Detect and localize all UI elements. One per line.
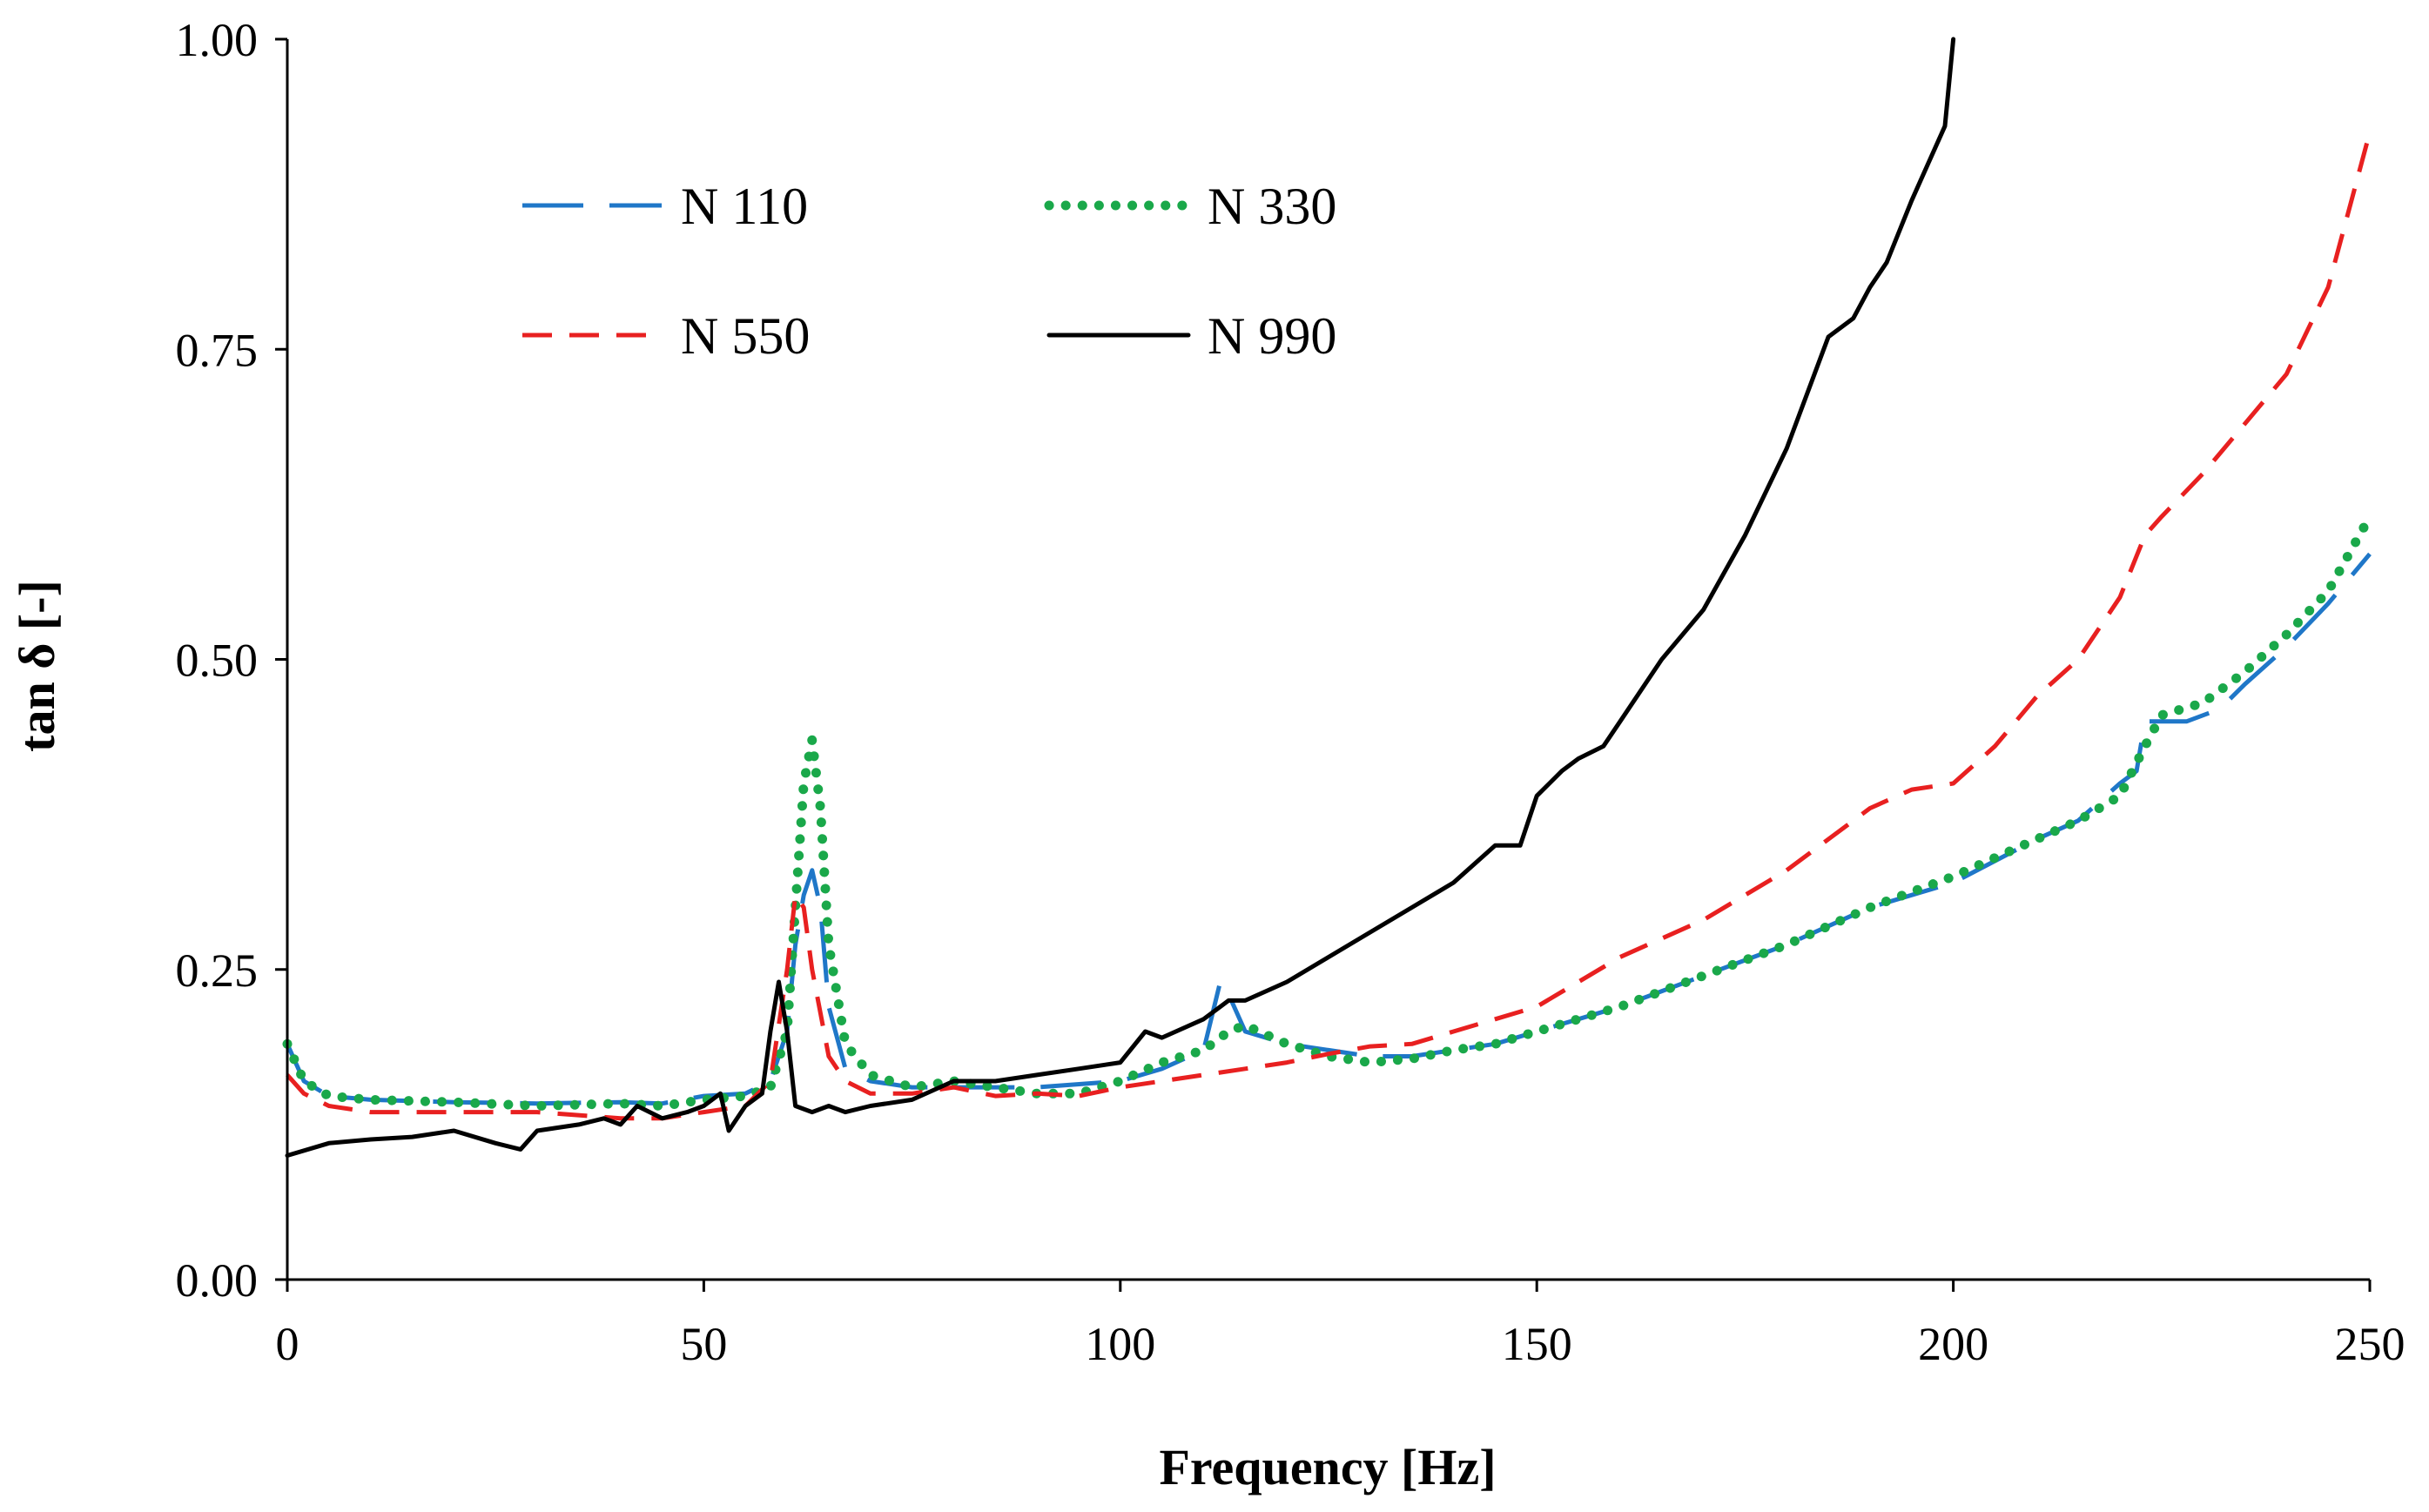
x-tick-label: 150 [1502, 1318, 1572, 1370]
x-tick-label: 200 [1918, 1318, 1988, 1370]
legend: N 110 N 330 N 550 N 990 [522, 178, 1336, 365]
legend-label-n-990: N 990 [1208, 307, 1336, 365]
y-tick-label: 0.50 [176, 635, 259, 687]
series-layer [282, 37, 2375, 1158]
y-tick-label: 0.00 [176, 1254, 259, 1307]
y-axis-title: tan δ [-] [9, 580, 65, 752]
y-tick-label: 0.25 [176, 944, 259, 997]
x-tick-label: 250 [2335, 1318, 2405, 1370]
y-tick-label: 0.75 [176, 324, 259, 376]
axes-layer: 0 50 100 150 200 250 0.00 0.25 0.50 0.75 1.00 [176, 14, 2405, 1370]
legend-label-n-330: N 330 [1208, 178, 1336, 235]
series-line-n-990 [285, 37, 1956, 1158]
y-tick-label: 1.00 [176, 14, 259, 66]
x-tick-label: 50 [680, 1318, 727, 1370]
x-tick-label: 100 [1085, 1318, 1155, 1370]
x-tick-label: 0 [276, 1318, 299, 1370]
x-axis-title: Frequency [Hz] [1159, 1439, 1496, 1495]
series-line-n-550 [286, 131, 2372, 1121]
legend-label-n-550: N 550 [681, 307, 810, 365]
legend-label-n-110: N 110 [681, 178, 808, 235]
